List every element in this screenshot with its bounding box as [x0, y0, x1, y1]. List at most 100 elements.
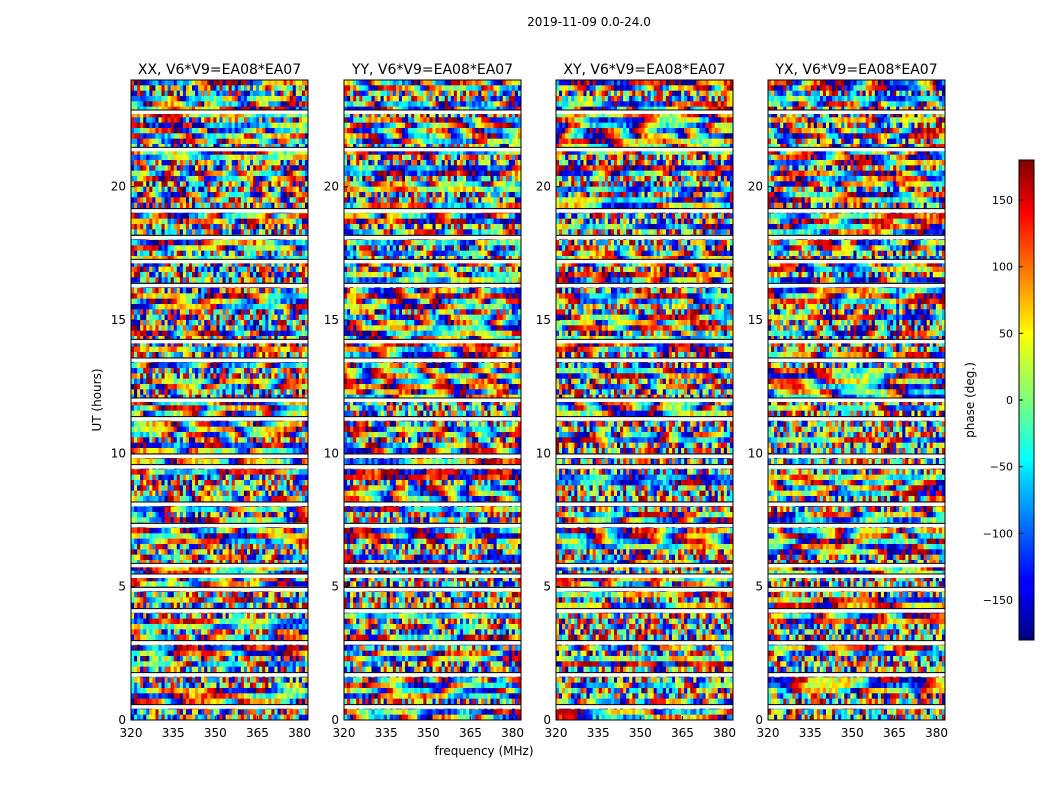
heatmap-cell: [220, 128, 223, 134]
heatmap-cell: [149, 96, 152, 102]
heatmap-cell: [149, 85, 152, 91]
heatmap-cell: [134, 85, 137, 91]
heatmap-cell: [274, 171, 277, 177]
heatmap-cell: [204, 197, 207, 203]
heatmap-cell: [189, 133, 192, 139]
heatmap-cell: [134, 133, 137, 139]
heatmap-cell: [177, 133, 180, 139]
heatmap-cell: [253, 133, 256, 139]
heatmap-cell: [299, 181, 302, 187]
heatmap-cell: [284, 123, 287, 129]
heatmap-cell: [241, 155, 244, 161]
heatmap-cell: [262, 187, 265, 193]
heatmap-cell: [201, 192, 204, 198]
heatmap-cell: [253, 80, 256, 86]
heatmap-cell: [250, 197, 253, 203]
heatmap-cell: [244, 80, 247, 86]
heatmap-cell: [232, 117, 235, 123]
heatmap-cell: [177, 101, 180, 107]
heatmap-cell: [223, 101, 226, 107]
heatmap-cell: [216, 128, 219, 134]
heatmap-cell: [271, 80, 274, 86]
heatmap-cell: [168, 181, 171, 187]
heatmap-cell: [152, 187, 155, 193]
heatmap-cell: [165, 80, 168, 86]
heatmap-cell: [241, 192, 244, 198]
heatmap-cell: [140, 123, 143, 129]
heatmap-cell: [198, 155, 201, 161]
heatmap-cell: [149, 123, 152, 129]
heatmap-cell: [244, 176, 247, 182]
heatmap-cell: [244, 91, 247, 97]
heatmap-cell: [213, 155, 216, 161]
heatmap-cell: [253, 117, 256, 123]
heatmap-cell: [223, 85, 226, 91]
heatmap-cell: [274, 187, 277, 193]
heatmap-cell: [271, 176, 274, 182]
heatmap-cell: [265, 80, 268, 86]
heatmap-cell: [195, 117, 198, 123]
heatmap-cell: [241, 171, 244, 177]
heatmap-cell: [262, 117, 265, 123]
heatmap-cell: [198, 133, 201, 139]
heatmap-cell: [158, 85, 161, 91]
heatmap-cell: [192, 155, 195, 161]
heatmap-cell: [131, 133, 134, 139]
heatmap-cell: [149, 197, 152, 203]
heatmap-cell: [299, 85, 302, 91]
heatmap-cell: [149, 187, 152, 193]
heatmap-cell: [271, 123, 274, 129]
heatmap-cell: [226, 80, 229, 86]
heatmap-cell: [277, 80, 280, 86]
heatmap-cell: [256, 160, 259, 166]
heatmap-cell: [232, 85, 235, 91]
heatmap-cell: [265, 133, 268, 139]
heatmap-cell: [262, 192, 265, 198]
heatmap-cell: [155, 139, 158, 145]
heatmap-cell: [149, 181, 152, 187]
heatmap-cell: [277, 85, 280, 91]
heatmap-cell: [284, 128, 287, 134]
heatmap-cell: [143, 96, 146, 102]
heatmap-cell: [232, 176, 235, 182]
heatmap-cell: [220, 133, 223, 139]
heatmap-cell: [271, 165, 274, 171]
heatmap-cell: [229, 117, 232, 123]
heatmap-cell: [137, 96, 140, 102]
heatmap-cell: [216, 181, 219, 187]
heatmap-cell: [220, 165, 223, 171]
heatmap-cell: [290, 192, 293, 198]
heatmap-cell: [235, 123, 238, 129]
heatmap-cell: [290, 165, 293, 171]
heatmap-cell: [223, 171, 226, 177]
heatmap-cell: [165, 133, 168, 139]
heatmap-cell: [207, 139, 210, 145]
heatmap-cell: [293, 80, 296, 86]
heatmap-cell: [171, 96, 174, 102]
heatmap-cell: [131, 91, 134, 97]
heatmap-cell: [287, 85, 290, 91]
heatmap-cell: [274, 85, 277, 91]
heatmap-cell: [204, 165, 207, 171]
heatmap-cell: [299, 139, 302, 145]
heatmap-cell: [229, 85, 232, 91]
heatmap-cell: [229, 123, 232, 129]
heatmap-cell: [293, 192, 296, 198]
heatmap-cell: [198, 139, 201, 145]
heatmap-cell: [186, 160, 189, 166]
heatmap-cell: [143, 123, 146, 129]
heatmap-cell: [210, 133, 213, 139]
heatmap-cell: [238, 91, 241, 97]
heatmap-cell: [232, 80, 235, 86]
heatmap-cell: [210, 155, 213, 161]
heatmap-cell: [226, 187, 229, 193]
heatmap-cell: [210, 171, 213, 177]
heatmap-cell: [186, 181, 189, 187]
heatmap-cell: [137, 203, 140, 209]
heatmap-cell: [296, 155, 299, 161]
heatmap-cell: [134, 176, 137, 182]
heatmap-cell: [256, 203, 259, 209]
heatmap-cell: [262, 91, 265, 97]
heatmap-cell: [220, 181, 223, 187]
heatmap-cell: [162, 155, 165, 161]
